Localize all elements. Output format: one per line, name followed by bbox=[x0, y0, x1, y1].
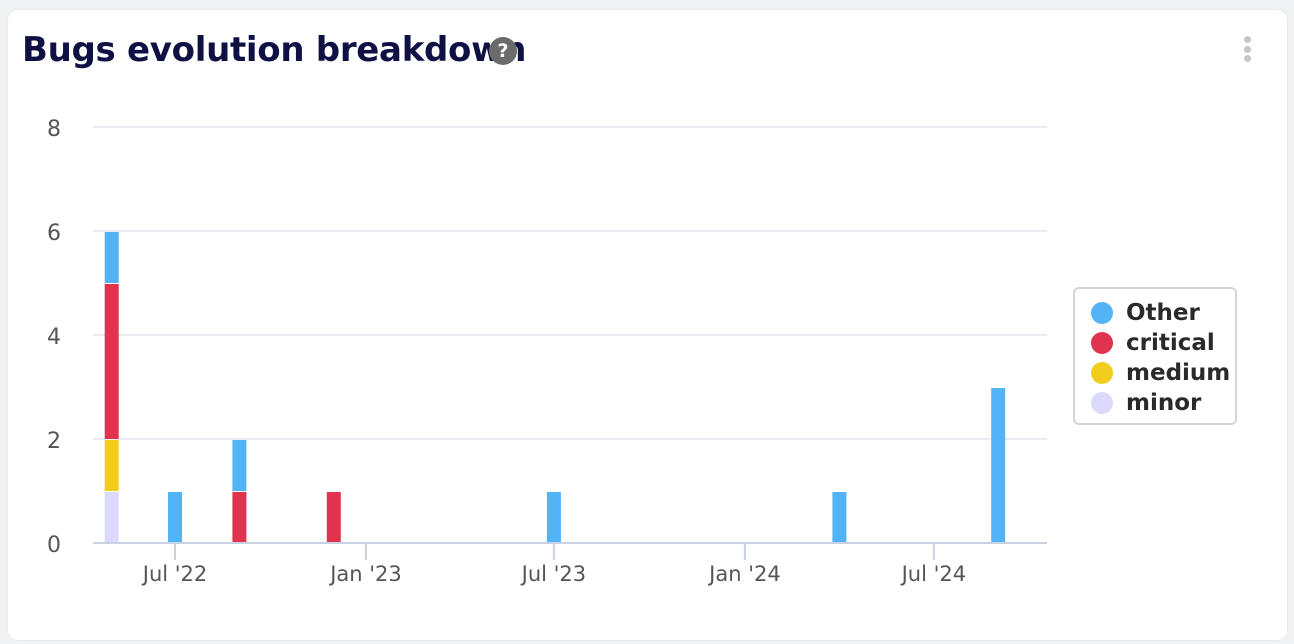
bar-other bbox=[546, 492, 561, 543]
bar-other bbox=[232, 440, 247, 491]
bar-other bbox=[991, 388, 1006, 543]
legend-label: critical bbox=[1126, 330, 1215, 356]
legend-swatch-icon bbox=[1091, 302, 1113, 324]
x-tick-label: Jan '23 bbox=[328, 562, 402, 586]
bar-other bbox=[832, 492, 847, 543]
legend-label: Other bbox=[1126, 300, 1200, 326]
legend-item-other[interactable]: Other bbox=[1091, 298, 1235, 328]
x-tick-label: Jan '24 bbox=[707, 562, 781, 586]
card-title: Bugs evolution breakdown bbox=[22, 30, 527, 70]
bars bbox=[104, 232, 1006, 543]
bar-other bbox=[104, 232, 119, 283]
legend-label: medium bbox=[1126, 360, 1231, 386]
bar-critical bbox=[232, 492, 247, 543]
x-tick-label: Jul '23 bbox=[520, 562, 587, 586]
y-axis: 0 2 4 6 8 bbox=[47, 117, 61, 558]
y-tick-label: 0 bbox=[47, 533, 61, 558]
bar-critical bbox=[326, 492, 341, 543]
help-icon[interactable]: ? bbox=[489, 37, 517, 65]
legend-swatch-icon bbox=[1091, 332, 1113, 354]
y-tick-label: 2 bbox=[47, 429, 61, 454]
legend-item-critical[interactable]: critical bbox=[1091, 328, 1235, 358]
x-axis bbox=[93, 542, 1047, 560]
x-tick-label: Jul '24 bbox=[900, 562, 967, 586]
y-tick-label: 6 bbox=[47, 221, 61, 246]
bar-minor bbox=[104, 492, 119, 543]
legend-label: minor bbox=[1126, 390, 1202, 416]
y-tick-label: 8 bbox=[47, 117, 61, 142]
kebab-menu-icon[interactable] bbox=[1239, 36, 1255, 66]
x-tick-label: Jul '22 bbox=[141, 562, 208, 586]
y-tick-label: 4 bbox=[47, 325, 61, 350]
legend-item-medium[interactable]: medium bbox=[1091, 358, 1235, 388]
gridlines bbox=[93, 126, 1047, 440]
legend: Other critical medium minor bbox=[1073, 287, 1237, 425]
bar-medium bbox=[104, 440, 119, 491]
bar-critical bbox=[104, 284, 119, 439]
bar-other bbox=[168, 492, 182, 543]
legend-item-minor[interactable]: minor bbox=[1091, 388, 1235, 418]
x-tick-labels: Jul '22 Jan '23 Jul '23 Jan '24 Jul '24 bbox=[141, 562, 966, 586]
legend-swatch-icon bbox=[1091, 392, 1113, 414]
legend-swatch-icon bbox=[1091, 362, 1113, 384]
